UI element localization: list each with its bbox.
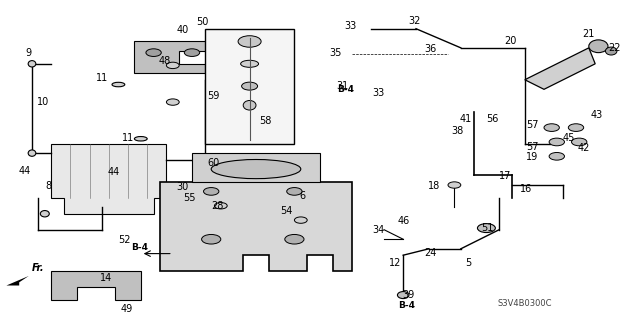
FancyBboxPatch shape — [205, 29, 294, 144]
Text: 52: 52 — [118, 235, 131, 245]
Ellipse shape — [605, 47, 617, 55]
Circle shape — [287, 188, 302, 195]
Text: 32: 32 — [408, 16, 421, 26]
Circle shape — [477, 224, 495, 233]
Ellipse shape — [40, 211, 49, 217]
Text: 38: 38 — [451, 126, 464, 136]
Circle shape — [146, 49, 161, 56]
Text: 55: 55 — [183, 193, 196, 204]
Ellipse shape — [241, 60, 259, 67]
Text: 8: 8 — [45, 181, 51, 191]
Circle shape — [294, 217, 307, 223]
Text: 57: 57 — [526, 142, 539, 152]
Circle shape — [238, 36, 261, 47]
Text: 31: 31 — [336, 81, 349, 91]
Text: 18: 18 — [428, 181, 440, 191]
Ellipse shape — [242, 82, 258, 90]
Text: 5: 5 — [465, 258, 472, 268]
Text: 48: 48 — [159, 56, 172, 66]
Ellipse shape — [589, 40, 608, 53]
Text: 58: 58 — [259, 116, 272, 126]
Text: 30: 30 — [176, 182, 189, 192]
Text: 12: 12 — [389, 258, 402, 268]
Circle shape — [549, 152, 564, 160]
Ellipse shape — [28, 61, 36, 67]
Text: B-4: B-4 — [337, 85, 354, 94]
Text: B-4: B-4 — [398, 301, 415, 310]
Polygon shape — [192, 153, 320, 182]
Polygon shape — [6, 276, 29, 286]
Text: 34: 34 — [372, 225, 385, 235]
Text: 17: 17 — [499, 171, 512, 181]
Circle shape — [568, 124, 584, 131]
Text: 14: 14 — [99, 273, 112, 283]
Text: 43: 43 — [590, 110, 603, 120]
Circle shape — [184, 49, 200, 56]
Text: 28: 28 — [211, 201, 224, 211]
Circle shape — [448, 182, 461, 188]
Text: 16: 16 — [520, 184, 532, 194]
Circle shape — [166, 62, 179, 69]
Text: 33: 33 — [344, 21, 356, 31]
Text: 11: 11 — [122, 133, 134, 143]
Text: 60: 60 — [207, 158, 220, 168]
Text: 36: 36 — [424, 44, 436, 55]
Circle shape — [202, 234, 221, 244]
Circle shape — [572, 138, 587, 146]
Text: 57: 57 — [526, 120, 539, 130]
Text: 20: 20 — [504, 36, 517, 47]
Text: 51: 51 — [481, 223, 494, 233]
Polygon shape — [134, 41, 211, 73]
Ellipse shape — [211, 160, 301, 179]
Text: 39: 39 — [402, 290, 415, 300]
Ellipse shape — [28, 150, 36, 156]
Text: 44: 44 — [18, 166, 31, 176]
Text: 42: 42 — [577, 143, 590, 153]
Ellipse shape — [134, 137, 147, 141]
Circle shape — [544, 124, 559, 131]
Text: 21: 21 — [582, 29, 595, 40]
Polygon shape — [525, 48, 595, 89]
Circle shape — [204, 188, 219, 195]
Ellipse shape — [112, 82, 125, 87]
Polygon shape — [51, 271, 141, 300]
Text: 49: 49 — [120, 304, 133, 314]
Text: 50: 50 — [196, 17, 209, 27]
Text: 6: 6 — [299, 191, 305, 201]
Text: 24: 24 — [424, 248, 436, 258]
Text: 33: 33 — [372, 87, 385, 98]
Text: 11: 11 — [96, 73, 109, 83]
Text: 44: 44 — [108, 167, 120, 177]
Text: Fr.: Fr. — [32, 263, 45, 273]
Text: 40: 40 — [176, 25, 189, 35]
Text: 41: 41 — [460, 114, 472, 124]
Polygon shape — [160, 182, 352, 271]
Text: 54: 54 — [280, 206, 293, 216]
Ellipse shape — [397, 292, 409, 299]
Circle shape — [285, 234, 304, 244]
Text: 22: 22 — [608, 43, 621, 53]
Text: 10: 10 — [37, 97, 50, 107]
Circle shape — [166, 99, 179, 105]
Text: 46: 46 — [397, 216, 410, 226]
Text: 35: 35 — [330, 48, 342, 58]
Text: 19: 19 — [526, 152, 539, 162]
Circle shape — [214, 203, 227, 209]
Text: 9: 9 — [26, 48, 32, 58]
Text: B-4: B-4 — [131, 243, 148, 252]
Text: 45: 45 — [562, 133, 575, 143]
Text: 56: 56 — [486, 114, 499, 124]
Circle shape — [549, 138, 564, 146]
Ellipse shape — [243, 100, 256, 110]
Text: S3V4B0300C: S3V4B0300C — [497, 299, 552, 308]
Text: 59: 59 — [207, 91, 220, 101]
Polygon shape — [51, 144, 166, 214]
